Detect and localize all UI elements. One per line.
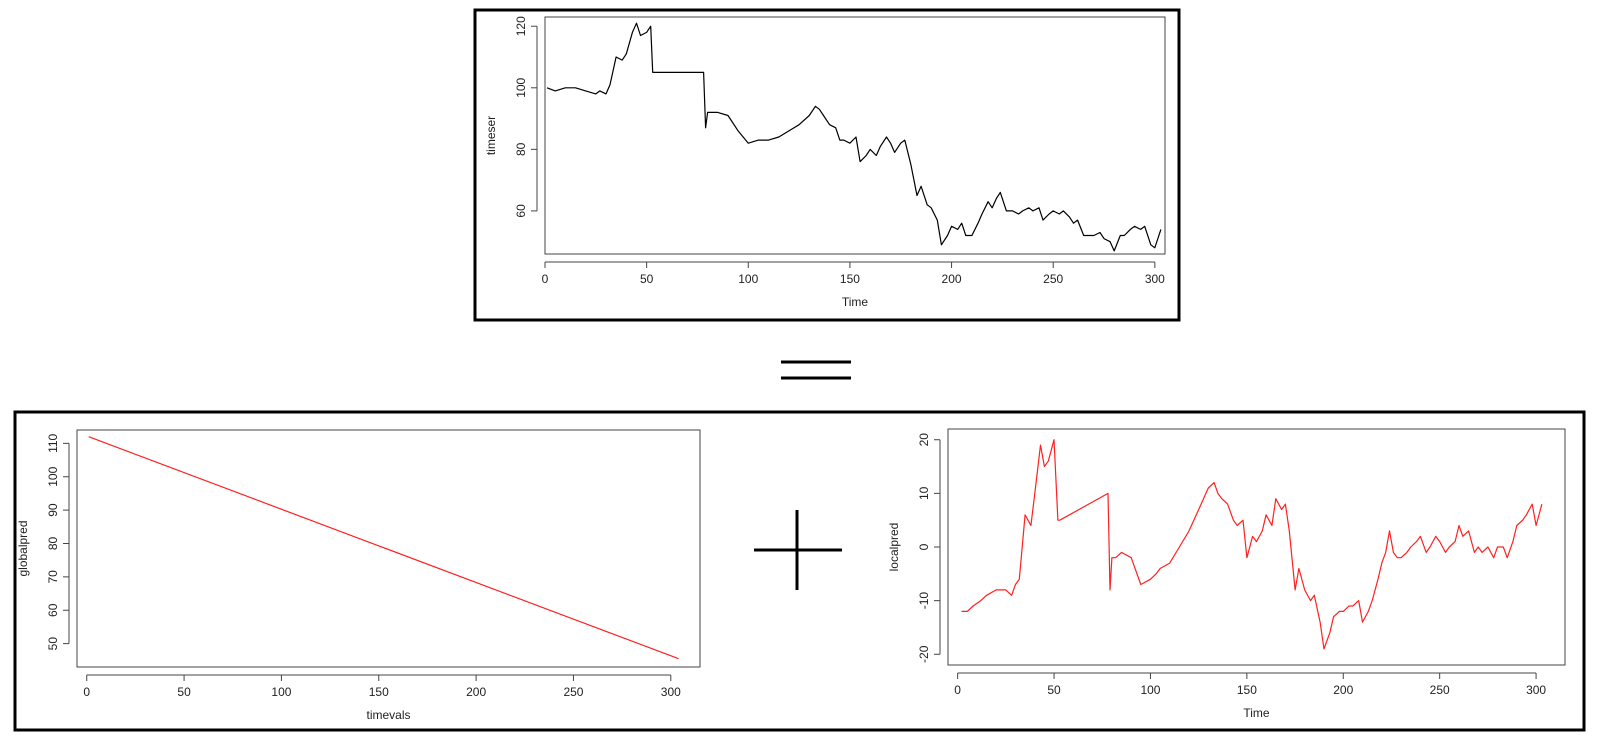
y-tick-label: 0 <box>917 543 931 550</box>
chart-localpred: 0 50 100 150 200 250 300 -20 -10 0 10 20 Time localpr… <box>887 428 1566 720</box>
series-line <box>961 439 1543 650</box>
top-frame <box>473 8 1181 322</box>
chart-timeser: 0 50 100 150 200 250 300 60 80 100 120 Time timeser <box>484 16 1166 309</box>
y-tick-label: 110 <box>46 433 60 452</box>
y-tick-label: 50 <box>46 637 60 651</box>
x-tick-label: 150 <box>840 272 860 286</box>
x-tick-label: 300 <box>1526 683 1546 697</box>
y-tick-label: 20 <box>917 433 931 447</box>
x-tick-label: 100 <box>1140 683 1160 697</box>
x-tick-label: 250 <box>563 685 583 699</box>
y-tick-label: 90 <box>46 503 60 517</box>
x-tick-label: 100 <box>271 685 291 699</box>
chart-globalpred: 0 50 100 150 200 250 300 50 60 70 80 90 100 110 timeva… <box>16 429 701 722</box>
y-axis-title: localpred <box>887 523 901 572</box>
y-tick-label: -10 <box>917 592 931 610</box>
y-tick-label: 10 <box>917 486 931 500</box>
x-tick-label: 100 <box>738 272 758 286</box>
x-tick-label: 0 <box>542 272 549 286</box>
x-tick-label: 150 <box>1237 683 1257 697</box>
x-tick-label: 50 <box>640 272 654 286</box>
y-axis-title: globalpred <box>16 520 30 576</box>
y-axis-title: timeser <box>484 116 498 155</box>
equals-icon <box>781 360 851 380</box>
x-axis-title: Time <box>842 295 869 309</box>
x-tick-label: 50 <box>177 685 191 699</box>
x-tick-label: 0 <box>954 683 961 697</box>
x-axis-title: Time <box>1243 706 1270 720</box>
bottom-frame <box>13 410 1586 732</box>
y-tick-label: -20 <box>917 645 931 663</box>
series-line <box>88 436 679 660</box>
x-tick-label: 50 <box>1047 683 1061 697</box>
x-tick-label: 250 <box>1430 683 1450 697</box>
series-line <box>546 22 1162 252</box>
y-tick-label: 80 <box>514 142 528 156</box>
plot-box <box>947 428 1566 666</box>
y-tick-label: 80 <box>46 536 60 550</box>
y-tick-label: 100 <box>514 77 528 97</box>
y-tick-label: 60 <box>514 204 528 218</box>
y-tick-label: 70 <box>46 570 60 584</box>
plot-box <box>544 16 1166 255</box>
x-tick-label: 150 <box>369 685 389 699</box>
x-tick-label: 200 <box>942 272 962 286</box>
x-axis-title: timevals <box>366 708 410 722</box>
y-tick-label: 100 <box>46 466 60 486</box>
x-tick-label: 300 <box>1145 272 1165 286</box>
x-tick-label: 200 <box>466 685 486 699</box>
y-tick-label: 60 <box>46 603 60 617</box>
x-tick-label: 0 <box>83 685 90 699</box>
plot-box <box>76 429 701 668</box>
x-tick-label: 300 <box>661 685 681 699</box>
x-tick-label: 250 <box>1043 272 1063 286</box>
plus-icon <box>754 510 842 590</box>
y-tick-label: 120 <box>514 16 528 36</box>
x-tick-label: 200 <box>1333 683 1353 697</box>
